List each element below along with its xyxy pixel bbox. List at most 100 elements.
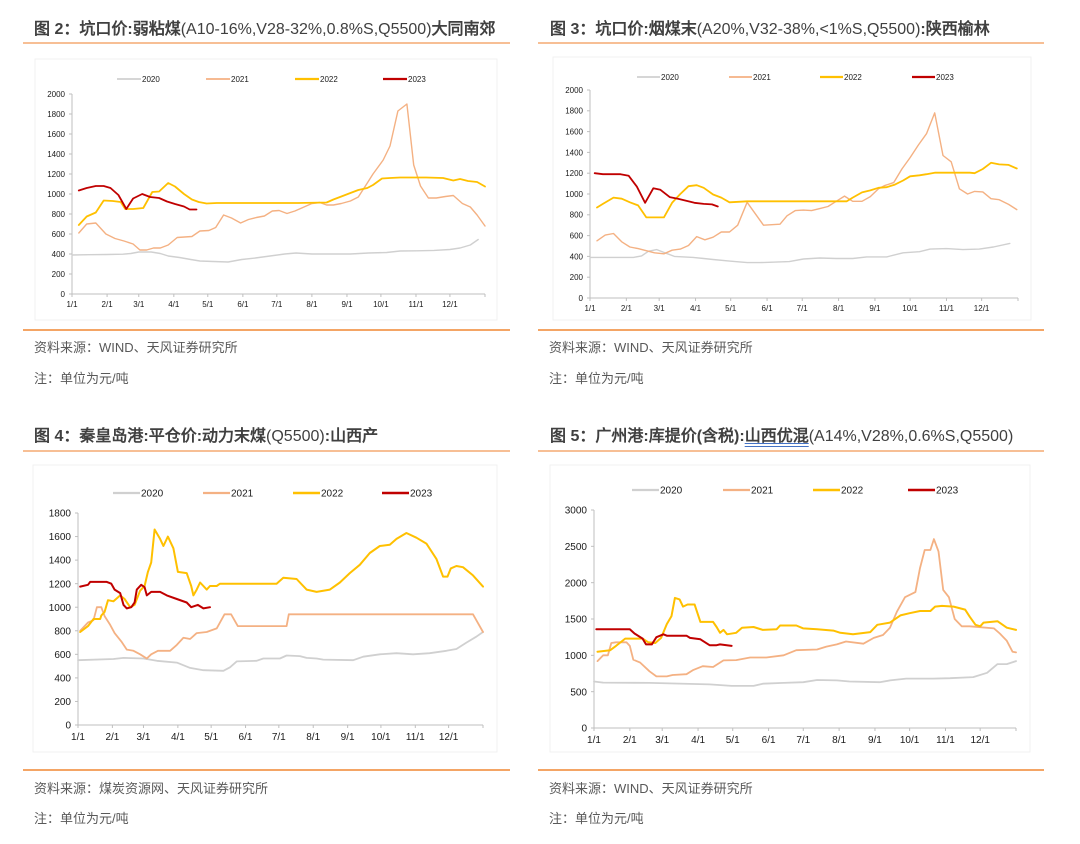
y-tick-label: 400 [54, 674, 71, 685]
y-tick-label: 1800 [47, 110, 65, 119]
legend-label-2023: 2023 [410, 489, 433, 500]
series-line-2020 [77, 631, 484, 672]
y-tick-label: 1200 [47, 170, 65, 179]
title-main: 坑口价:烟煤末 [595, 21, 697, 38]
series-line-2023 [593, 172, 719, 208]
figure-label: 图 3： [550, 21, 596, 38]
x-tick-label: 4/1 [691, 735, 705, 746]
y-tick-label: 600 [54, 650, 71, 661]
x-tick-label: 4/1 [168, 300, 180, 309]
x-tick-label: 8/1 [306, 300, 318, 309]
y-tick-label: 0 [65, 721, 71, 732]
x-tick-label: 4/1 [690, 304, 702, 313]
y-tick-label: 800 [52, 210, 66, 219]
figure-label: 图 5： [550, 428, 596, 445]
x-tick-label: 10/1 [902, 304, 918, 313]
legend-label-2023: 2023 [936, 73, 954, 82]
source-text: 资料来源：WIND、天风证券研究所 [34, 340, 238, 355]
y-tick-label: 1200 [565, 169, 583, 178]
x-tick-label: 9/1 [341, 732, 355, 743]
figure-label: 图 4： [34, 428, 80, 445]
x-tick-label: 8/1 [833, 304, 845, 313]
legend-label-2022: 2022 [844, 73, 862, 82]
footer-divider [538, 769, 1044, 771]
x-tick-label: 7/1 [272, 732, 286, 743]
legend-label-2020: 2020 [660, 486, 683, 497]
legend-label-2022: 2022 [320, 75, 338, 84]
y-tick-label: 1000 [565, 651, 588, 662]
title-main: 坑口价:弱粘煤 [79, 21, 181, 38]
title-spec: (Q5500) [266, 428, 325, 445]
x-tick-label: 8/1 [832, 735, 846, 746]
x-tick-label: 1/1 [587, 735, 601, 746]
x-tick-label: 11/1 [939, 304, 955, 313]
y-tick-label: 0 [581, 724, 587, 735]
legend-label-2023: 2023 [936, 486, 959, 497]
y-tick-label: 1800 [565, 107, 583, 116]
series-line-2023 [595, 628, 733, 647]
series-line-2021 [79, 606, 484, 660]
y-tick-label: 1600 [47, 130, 65, 139]
x-tick-label: 6/1 [762, 304, 774, 313]
y-tick-label: 1600 [565, 128, 583, 137]
figure-2-title: 图 2：坑口价:弱粘煤(A10-16%,V28-32%,0.8%S,Q5500)… [34, 21, 496, 39]
x-tick-label: 12/1 [974, 304, 990, 313]
title-main: 广州港:库提价(含税): [595, 428, 745, 445]
chart-2: 0 200 400 600 800 1000 1200 1400 1600 1800 2000 1/1… [34, 58, 498, 321]
y-tick-label: 400 [570, 252, 584, 261]
x-tick-label: 9/1 [341, 300, 353, 309]
footer-divider [538, 329, 1044, 331]
y-tick-label: 1000 [47, 190, 65, 199]
y-tick-label: 2000 [565, 86, 583, 95]
series-line-2022 [79, 528, 484, 633]
title-spec: (A14%,V28%,0.6%S,Q5500) [808, 428, 1014, 445]
x-tick-label: 3/1 [654, 304, 666, 313]
y-tick-label: 1000 [565, 190, 583, 199]
source-text: 资料来源：煤炭资源网、天风证券研究所 [34, 781, 269, 796]
legend-label-2020: 2020 [142, 75, 160, 84]
legend-label-2021: 2021 [231, 75, 249, 84]
y-tick-label: 1600 [49, 532, 72, 543]
x-tick-label: 2/1 [102, 300, 114, 309]
title-location-spellcheck-underlined[interactable]: 山西优混 [744, 428, 809, 445]
y-tick-label: 200 [52, 270, 66, 279]
series-line-2021 [596, 538, 1017, 678]
y-tick-label: 1500 [565, 615, 588, 626]
note-text: 注：单位为元/吨 [549, 371, 644, 386]
source-text: 资料来源：WIND、天风证券研究所 [549, 781, 753, 796]
series-line-2021 [78, 103, 486, 251]
series-line-2020 [593, 660, 1017, 687]
y-tick-label: 800 [54, 626, 71, 637]
x-tick-label: 10/1 [373, 300, 389, 309]
y-tick-label: 200 [54, 697, 71, 708]
x-tick-label: 11/1 [406, 732, 425, 743]
figure-4-title: 图 4：秦皇岛港:平仓价:动力末煤(Q5500):山西产 [34, 428, 378, 446]
title-spec: (A10-16%,V28-32%,0.8%S,Q5500) [180, 21, 432, 38]
y-tick-label: 2000 [47, 90, 65, 99]
legend-label-2020: 2020 [141, 489, 164, 500]
footer-divider [23, 329, 510, 331]
y-tick-label: 800 [570, 211, 584, 220]
x-tick-label: 4/1 [171, 732, 185, 743]
note-text: 注：单位为元/吨 [34, 811, 129, 826]
note-text: 注：单位为元/吨 [34, 371, 129, 386]
series-line-2023 [79, 580, 211, 610]
x-tick-label: 3/1 [655, 735, 669, 746]
x-tick-label: 12/1 [970, 735, 990, 746]
note-text: 注：单位为元/吨 [549, 811, 644, 826]
legend-label-2022: 2022 [841, 486, 864, 497]
y-tick-label: 500 [570, 687, 587, 698]
x-tick-label: 7/1 [271, 300, 283, 309]
figure-label: 图 2： [34, 21, 80, 38]
x-tick-label: 11/1 [936, 735, 955, 746]
chart-5: 0 500 1000 1500 2000 2500 3000 1/1 2/1 3/1 4/1 5/1 6… [549, 464, 1031, 753]
y-tick-label: 1400 [47, 150, 65, 159]
series-line-2022 [596, 596, 1017, 653]
chart-frame [34, 58, 498, 321]
x-tick-label: 1/1 [66, 300, 78, 309]
x-tick-label: 7/1 [796, 735, 810, 746]
x-tick-label: 2/1 [623, 735, 637, 746]
series-line-2023 [77, 185, 198, 211]
x-tick-label: 3/1 [137, 732, 151, 743]
x-tick-label: 3/1 [133, 300, 145, 309]
